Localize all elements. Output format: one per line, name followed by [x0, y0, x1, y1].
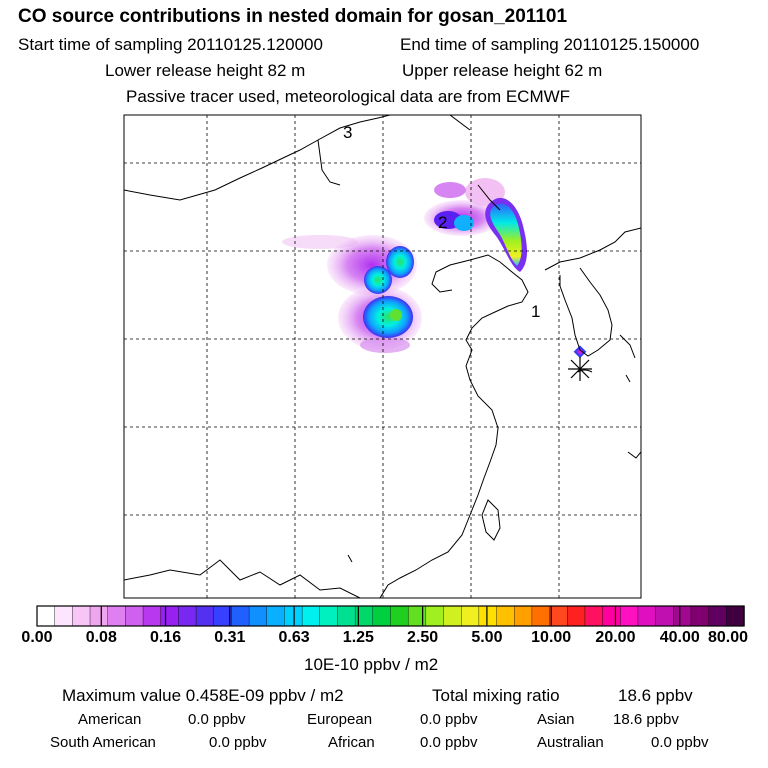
colorbar-cell	[531, 605, 551, 627]
contribution-name-asian: Asian	[537, 711, 575, 728]
contribution-value-australian: 0.0 ppbv	[651, 734, 709, 751]
colorbar-cell	[407, 605, 427, 627]
colorbar-cell	[248, 605, 268, 627]
colorbar-tick-label: 1.25	[342, 629, 374, 646]
colorbar	[36, 605, 745, 627]
lower-height-label: Lower release height 82 m	[105, 61, 306, 80]
concentration-plume-east	[424, 178, 527, 272]
concentration-plume-west	[282, 235, 422, 353]
contribution-value-american: 0.0 ppbv	[188, 711, 246, 728]
colorbar-cell	[54, 605, 74, 627]
colorbar-cell	[584, 605, 604, 627]
colorbar-cell	[690, 605, 710, 627]
region-label-3: 3	[343, 123, 352, 142]
colorbar-cell	[461, 605, 480, 627]
colorbar-tick-label: 20.00	[595, 629, 636, 646]
contribution-name-american: American	[78, 711, 142, 728]
map-title: CO source contributions in nested domain…	[18, 6, 568, 27]
contribution-name-european: European	[307, 711, 373, 728]
upper-height-label: Upper release height 62 m	[402, 61, 603, 80]
start-time-label: Start time of sampling 20110125.120000	[18, 35, 323, 54]
colorbar-tick-label: 0.31	[214, 629, 246, 646]
colorbar-cell	[125, 605, 144, 627]
colorbar-cell	[72, 605, 91, 627]
colorbar-cell	[266, 605, 286, 627]
contribution-name-african: African	[328, 734, 375, 751]
lat-lon-grid	[124, 115, 641, 598]
contribution-value-south-american: 0.0 ppbv	[209, 734, 267, 751]
contribution-value-asian: 18.6 ppbv	[613, 711, 679, 728]
contribution-value-european: 0.0 ppbv	[420, 711, 478, 728]
contribution-value-african: 0.0 ppbv	[420, 734, 478, 751]
colorbar-frame	[36, 605, 745, 627]
colorbar-cell	[549, 605, 568, 627]
colorbar-cell	[160, 605, 180, 627]
contribution-name-south-american: South American	[50, 734, 156, 751]
end-time-label: End time of sampling 20110125.150000	[400, 35, 700, 54]
maximum-value-label: Maximum value 0.458E-09 ppbv / m2	[62, 686, 344, 705]
colorbar-cell	[655, 605, 674, 627]
region-label-2: 2	[438, 213, 447, 232]
colorbar-tick-label: 40.00	[659, 629, 700, 646]
colorbar-cell	[637, 605, 657, 627]
colorbar-tick-label: 2.50	[407, 629, 439, 646]
colorbar-cell	[390, 605, 409, 627]
colorbar-cell	[89, 605, 109, 627]
colorbar-cell	[425, 605, 445, 627]
colorbar-cell	[496, 605, 515, 627]
colorbar-cell	[443, 605, 462, 627]
coastlines	[124, 115, 641, 598]
colorbar-cell	[337, 605, 356, 627]
colorbar-cell	[673, 605, 692, 627]
colorbar-tick-label: 10.00	[531, 629, 572, 646]
colorbar-cell	[372, 605, 392, 627]
colorbar-tick-label: 5.00	[471, 629, 503, 646]
colorbar-tick-label: 0.08	[85, 629, 117, 646]
map-frame	[123, 114, 642, 599]
colorbar-cell	[178, 605, 197, 627]
colorbar-cell	[602, 605, 621, 627]
colorbar-cell	[726, 605, 745, 627]
colorbar-cell	[195, 605, 215, 627]
contribution-name-australian: Australian	[537, 734, 604, 751]
colorbar-cell	[231, 605, 250, 627]
colorbar-cell	[478, 605, 498, 627]
colorbar-cell	[514, 605, 533, 627]
colorbar-cell	[301, 605, 321, 627]
total-mixing-ratio-value: 18.6 ppbv	[618, 686, 693, 705]
colorbar-cell	[567, 605, 586, 627]
colorbar-cell	[319, 605, 339, 627]
asterisk-icon	[568, 357, 592, 381]
colorbar-tick-label: 80.00	[707, 629, 749, 646]
colorbar-cell	[708, 605, 728, 627]
colorbar-cell	[142, 605, 162, 627]
colorbar-tick-label: 0.00	[21, 629, 53, 646]
total-mixing-ratio-label: Total mixing ratio	[432, 686, 560, 705]
tracer-note: Passive tracer used, meteorological data…	[126, 87, 571, 106]
colorbar-units: 10E-10 ppbv / m2	[304, 655, 439, 674]
colorbar-cell	[107, 605, 127, 627]
colorbar-tick-label: 0.63	[278, 629, 310, 646]
colorbar-cell	[213, 605, 233, 627]
colorbar-tick-label: 0.16	[149, 629, 182, 646]
region-label-1: 1	[531, 302, 540, 321]
colorbar-cell	[36, 605, 56, 627]
colorbar-cell	[620, 605, 639, 627]
